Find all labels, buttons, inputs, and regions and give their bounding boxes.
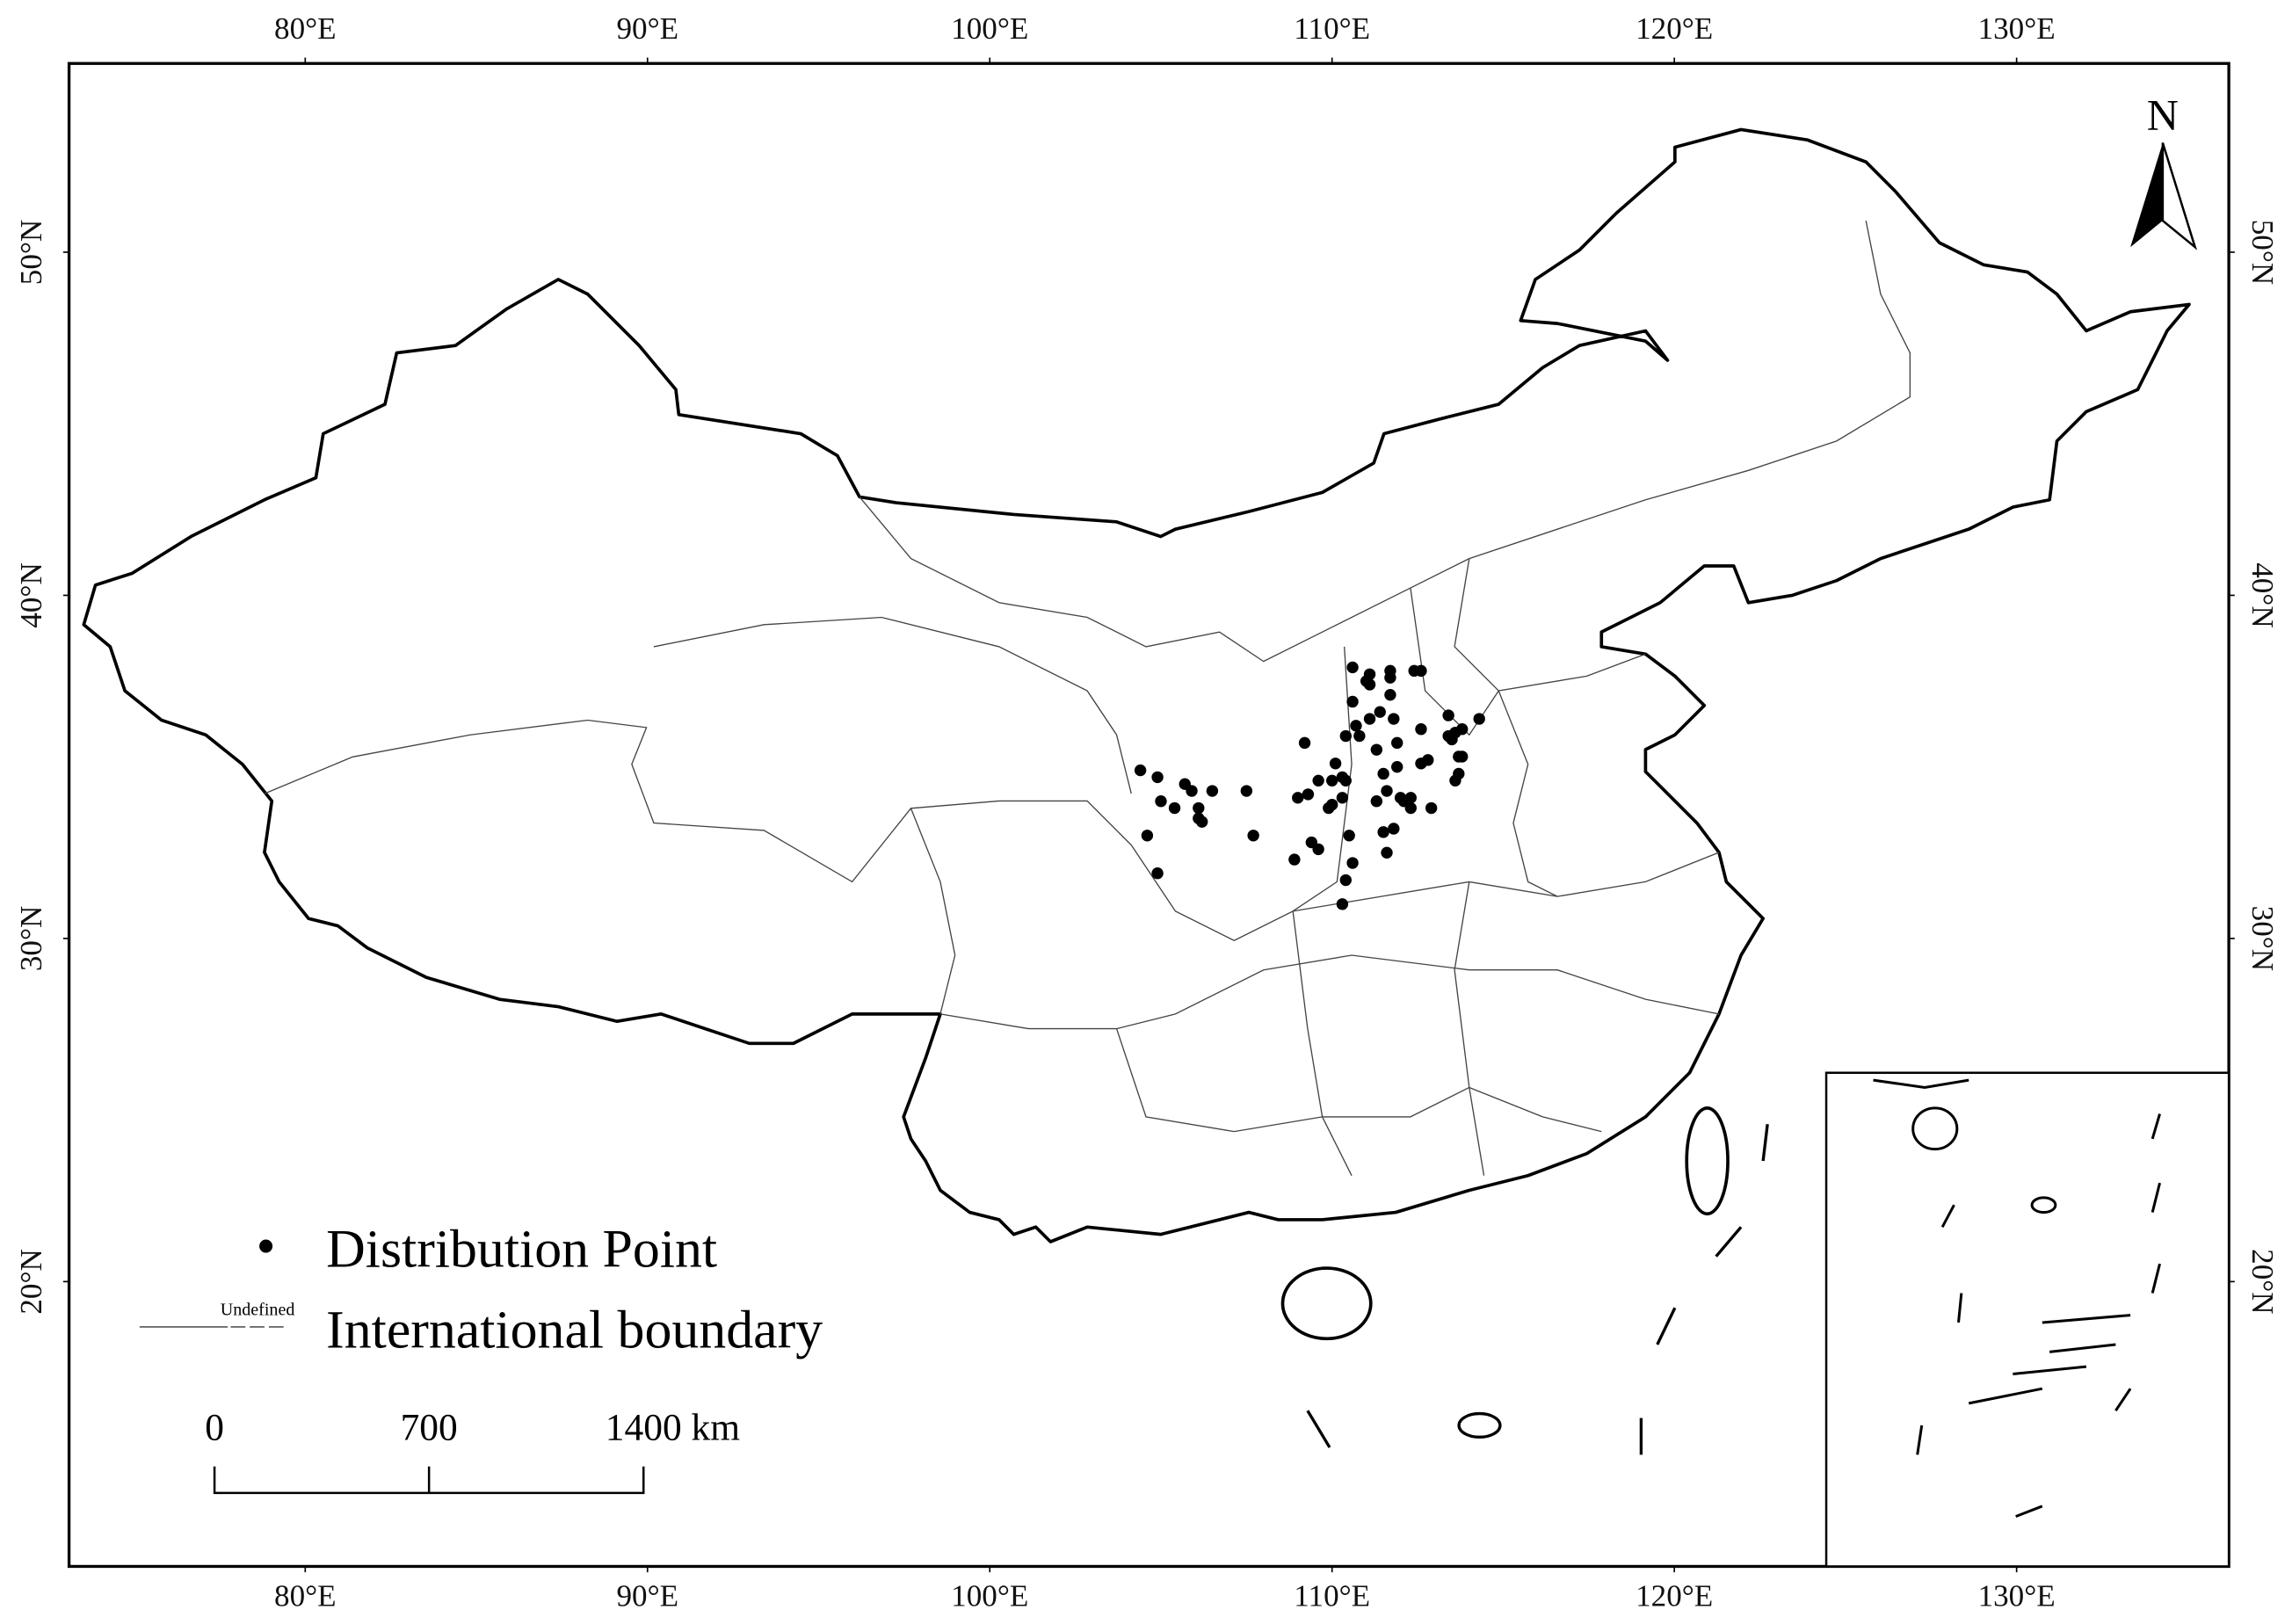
distribution-point <box>1381 785 1393 797</box>
distribution-point <box>1151 771 1164 784</box>
distribution-point <box>1404 792 1417 804</box>
taiwan-island <box>1685 1106 1730 1216</box>
distribution-point <box>1363 713 1376 725</box>
lon-label: 110°E <box>1294 11 1370 46</box>
distribution-point <box>1298 736 1311 750</box>
distribution-point <box>1339 729 1352 743</box>
lon-label: 80°E <box>274 1579 337 1613</box>
legend-points-label: Distribution Point <box>326 1219 717 1279</box>
distribution-point <box>1388 713 1400 725</box>
distribution-point <box>1391 760 1403 773</box>
lon-label: 100°E <box>951 11 1028 46</box>
province-boundaries <box>264 220 1911 1177</box>
lon-label: 110°E <box>1294 1579 1370 1613</box>
lon-label: 100°E <box>951 1579 1028 1613</box>
distribution-point <box>1288 853 1301 866</box>
inset-south-sea <box>1873 1078 2161 1519</box>
scale-label: 0 <box>205 1407 224 1449</box>
distribution-point <box>1456 750 1469 763</box>
distribution-point <box>1415 723 1427 736</box>
distribution-point <box>1391 736 1403 750</box>
distribution-point <box>1350 720 1362 732</box>
distribution-point <box>1134 764 1147 777</box>
distribution-point <box>1247 830 1259 842</box>
distribution-point <box>1374 706 1386 718</box>
distribution-point <box>1336 792 1349 804</box>
distribution-point <box>1473 713 1485 725</box>
distribution-point <box>1151 867 1164 880</box>
distribution-point <box>1206 785 1219 797</box>
legend-boundary-note: Undefined <box>221 1301 295 1320</box>
lat-label: 30°N <box>2245 906 2280 971</box>
distribution-point <box>1141 830 1154 842</box>
distribution-point <box>1363 678 1376 691</box>
distribution-point <box>1377 767 1389 780</box>
scale-bar: 0 700 1400 km <box>205 1407 740 1495</box>
legend-point-symbol <box>259 1239 273 1253</box>
distribution-point <box>1353 729 1366 743</box>
distribution-point <box>1155 795 1167 808</box>
distribution-point <box>1442 709 1454 721</box>
distribution-point <box>1449 774 1462 787</box>
lat-label: 40°N <box>2245 562 2280 627</box>
distribution-point <box>1292 792 1304 804</box>
distribution-point <box>1404 801 1417 815</box>
distribution-point <box>1329 758 1342 770</box>
distribution-point <box>1381 846 1393 859</box>
distribution-point <box>1326 798 1338 811</box>
lon-label: 90°E <box>616 1579 678 1613</box>
lat-label: 50°N <box>2245 220 2280 285</box>
distribution-point <box>1339 874 1352 887</box>
distribution-point <box>1370 795 1383 808</box>
south-sea-dashes <box>1306 1124 1769 1455</box>
lon-label: 90°E <box>616 11 678 46</box>
scale-label: 700 <box>401 1407 458 1449</box>
lon-label: 120°E <box>1636 11 1713 46</box>
distribution-point <box>1336 898 1349 910</box>
inset-frame <box>1824 1071 2230 1568</box>
distribution-point <box>1343 830 1355 842</box>
distribution-point <box>1339 774 1352 787</box>
hainan-island <box>1280 1266 1373 1341</box>
map-frame <box>67 62 2230 1569</box>
distribution-point <box>1346 661 1359 674</box>
distribution-point <box>1312 843 1324 856</box>
lat-label: 40°N <box>14 562 48 627</box>
distribution-point <box>1302 788 1315 801</box>
distribution-point <box>1346 695 1359 708</box>
north-label: N <box>2147 90 2179 139</box>
lat-label: 30°N <box>14 906 48 971</box>
distribution-point <box>1196 816 1208 828</box>
china-outline <box>82 127 2191 1243</box>
distribution-point <box>1415 664 1427 678</box>
distribution-point <box>1422 754 1434 766</box>
distribution-point <box>1456 723 1469 736</box>
distribution-point <box>1326 774 1338 787</box>
distribution-point <box>1240 785 1253 797</box>
distribution-point <box>1193 801 1205 815</box>
lat-label: 20°N <box>2245 1249 2280 1314</box>
lon-label: 130°E <box>1978 1579 2056 1613</box>
distribution-point <box>1388 823 1400 835</box>
lat-label: 20°N <box>14 1249 48 1314</box>
distribution-point <box>1346 857 1359 869</box>
distribution-point <box>1312 774 1324 787</box>
legend-boundary-label: International boundary <box>326 1300 823 1359</box>
distribution-point <box>1168 801 1181 815</box>
distribution-point <box>1186 785 1198 797</box>
legend: Distribution Point Undefined Internation… <box>139 1219 823 1359</box>
distribution-point <box>1384 664 1396 678</box>
distribution-point <box>1425 801 1438 815</box>
lon-label: 120°E <box>1636 1579 1713 1613</box>
distribution-point <box>1363 668 1376 680</box>
distribution-point <box>1370 743 1383 756</box>
distribution-point <box>1384 688 1396 701</box>
scale-label: 1400 km <box>606 1407 740 1449</box>
lon-label: 130°E <box>1978 11 2056 46</box>
lat-label: 50°N <box>14 220 48 285</box>
lon-label: 80°E <box>274 11 337 46</box>
distribution-point <box>1377 826 1389 838</box>
